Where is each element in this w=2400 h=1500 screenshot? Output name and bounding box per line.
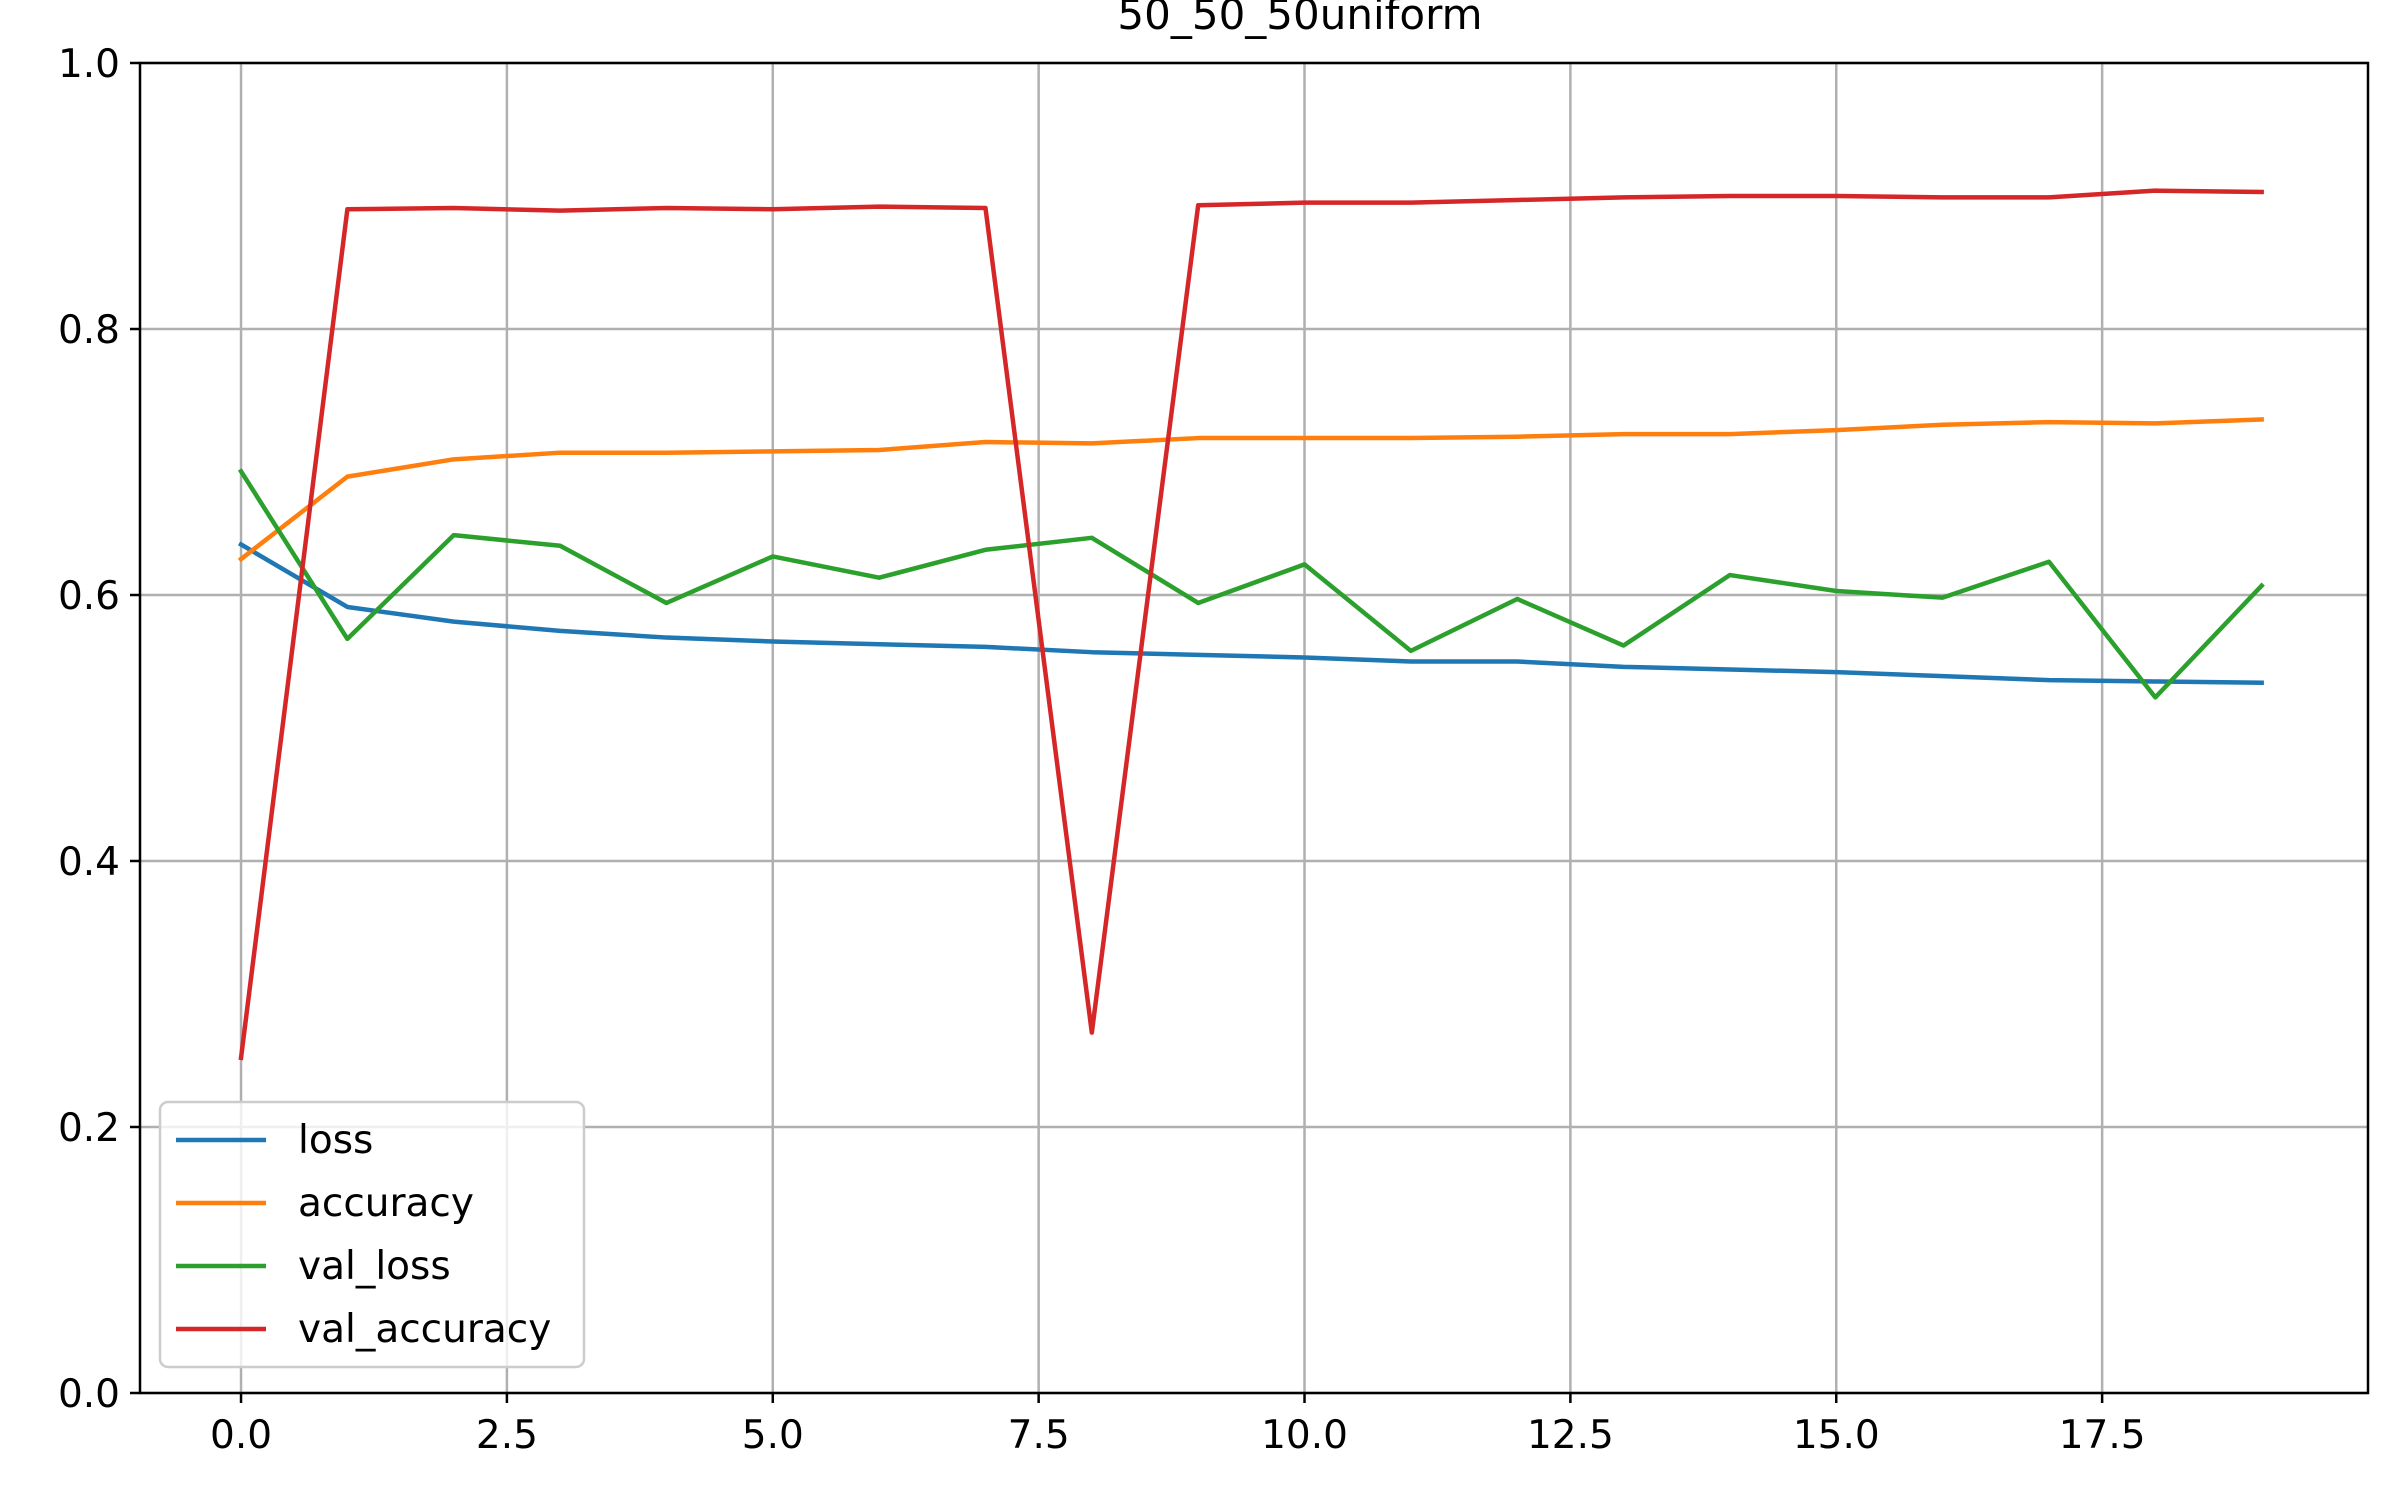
series-line-accuracy	[237, 417, 2264, 563]
series-line-val-loss	[237, 468, 2265, 700]
legend-label-val-accuracy: val_accuracy	[298, 1307, 551, 1352]
plot-area-frame	[138, 61, 2370, 1395]
x-tick-label: 5.0	[742, 1413, 804, 1458]
y-tick-label: 1.0	[58, 42, 120, 87]
x-tick-label: 7.5	[1008, 1413, 1070, 1458]
series-line-val-accuracy	[238, 188, 2264, 1061]
x-tick-label: 2.5	[476, 1413, 538, 1458]
legend-label-val-loss: val_loss	[298, 1244, 451, 1289]
legend: loss accuracy val_loss val_accuracy	[158, 1100, 586, 1369]
y-tick-label: 0.2	[58, 1106, 120, 1151]
y-tick-label: 0.8	[58, 308, 120, 353]
y-tick-label: 0.4	[58, 840, 120, 885]
x-tick-label: 0.0	[210, 1413, 272, 1458]
legend-label-loss: loss	[298, 1118, 373, 1163]
series-lines	[237, 188, 2265, 1061]
x-tick-label: 17.5	[2059, 1413, 2146, 1458]
axis-ticks: 0.0 2.5 5.0 7.5 10.0 12.5 15.0 17.5 0.0 0.2 0.4 0.6…	[58, 42, 2146, 1458]
y-tick-label: 0.0	[58, 1372, 120, 1417]
x-tick-label: 15.0	[1793, 1413, 1880, 1458]
x-tick-label: 10.0	[1261, 1413, 1348, 1458]
series-line-loss	[237, 541, 2264, 686]
chart-title: 50_50_50uniform	[1117, 0, 1482, 39]
legend-box	[158, 1100, 586, 1369]
x-tick-label: 12.5	[1527, 1413, 1614, 1458]
legend-label-accuracy: accuracy	[298, 1181, 474, 1226]
y-tick-label: 0.6	[58, 574, 120, 619]
